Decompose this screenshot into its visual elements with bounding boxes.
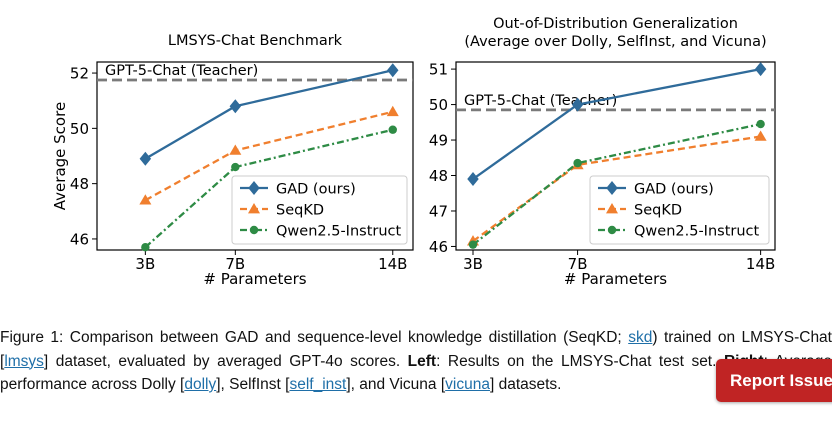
data-point-qwen2-5-instruct [468,240,478,249]
caption-text: : Results on the LMSYS-Chat test set. [436,352,724,370]
citation-self-inst-link[interactable]: self_inst [289,376,347,393]
figure-charts: LMSYS-Chat Benchmark 46 48 50 52 3B 7B 14B # Par… [51,16,776,288]
caption-text: ], SelfInst [ [216,376,290,393]
citation-vicuna-link[interactable]: vicuna [445,376,490,393]
legend-label: Qwen2.5-Instruct [276,224,402,240]
chart-ood-generalization: Out-of-Distribution Generalization (Avera… [429,16,776,288]
legend-marker-seqkd [606,203,618,214]
legend-label: GAD (ours) [276,182,356,198]
data-point-gad-ours [139,151,152,166]
legend-box [589,175,770,245]
caption-left-label: Left [407,352,437,370]
x-tick-label: 14B [378,255,407,273]
caption-text: Figure 1: Comparison between GAD and seq… [0,329,629,346]
legend-marker-qwen2-5-instruct [249,225,259,235]
caption-text: ], and Vicuna [ [346,376,446,393]
report-issue-button[interactable]: Report Issue [716,359,832,402]
data-point-qwen2-5-instruct [756,119,765,129]
y-tick-label: 51 [429,61,448,79]
legend: GAD (ours) SeqKD Qwen2.5-Instruct [231,175,408,245]
y-axis-label: Average Score [51,102,69,210]
caption-text: ] datasets. [489,376,562,393]
teacher-reference-label: GPT-5-Chat (Teacher) [105,63,258,79]
data-point-seqkd [386,105,399,117]
chart-lmsys-chat: LMSYS-Chat Benchmark 46 48 50 52 3B 7B 14B # Par… [51,33,414,288]
citation-dolly-link[interactable]: dolly [184,376,217,393]
plot-frame [455,61,776,251]
caption-text: ) trained on LMSYS-Chat [ [0,329,832,370]
chart-title: LMSYS-Chat Benchmark [168,33,343,49]
data-point-qwen2-5-instruct [388,125,397,134]
legend-box [231,175,408,245]
data-point-seqkd [139,194,152,205]
data-point-qwen2-5-instruct [573,158,582,168]
y-tick-label: 50 [70,120,89,138]
data-point-qwen2-5-instruct [141,243,150,252]
data-point-gad-ours [754,62,767,77]
caption-text: ] dataset, evaluated by averaged GPT-4o … [43,352,408,370]
legend-marker-qwen2-5-instruct [607,225,617,235]
legend-label: SeqKD [276,203,324,219]
y-tick-label: 46 [429,238,448,256]
citation-lmsys-link[interactable]: lmsys [4,352,44,370]
y-tick-label: 49 [429,132,448,150]
y-tick-label: 48 [429,167,448,185]
x-axis-label: # Parameters [564,270,667,288]
x-tick-label: 14B [746,255,775,273]
data-point-qwen2-5-instruct [231,162,240,172]
y-tick-label: 47 [429,202,448,220]
chart-title: (Average over Dolly, SelfInst, and Vicun… [464,34,766,50]
data-point-gad-ours [571,97,584,112]
data-point-seqkd [754,130,767,141]
data-point-gad-ours [387,63,399,78]
x-tick-label: 7B [568,255,588,273]
legend-marker-gad-ours [248,181,260,195]
data-point-gad-ours [467,172,479,187]
x-axis-label: # Parameters [203,270,306,288]
legend-marker-gad-ours [606,181,618,195]
legend-label: GAD (ours) [634,182,714,198]
legend-marker-seqkd [248,203,260,214]
y-tick-label: 48 [70,175,89,193]
series-line-gad-ours [144,69,394,160]
data-point-seqkd [229,144,242,155]
chart-title: Out-of-Distribution Generalization [493,16,738,32]
series-line-qwen2-5-instruct [472,122,761,246]
legend-label: Qwen2.5-Instruct [634,224,760,240]
y-tick-label: 46 [70,230,89,248]
series-line-gad-ours [472,67,761,180]
legend-label: SeqKD [634,203,682,219]
legend: GAD (ours) SeqKD Qwen2.5-Instruct [589,175,770,245]
y-tick-label: 52 [70,65,89,83]
x-tick-label: 7B [225,255,245,273]
citation-skd-link[interactable]: skd [628,329,653,346]
data-point-gad-ours [229,99,242,114]
figure-caption: Figure 1: Comparison between GAD and seq… [0,326,832,397]
x-tick-label: 3B [135,255,155,273]
x-tick-label: 3B [463,255,483,273]
y-tick-label: 50 [429,96,448,114]
plot-frame [96,61,414,251]
